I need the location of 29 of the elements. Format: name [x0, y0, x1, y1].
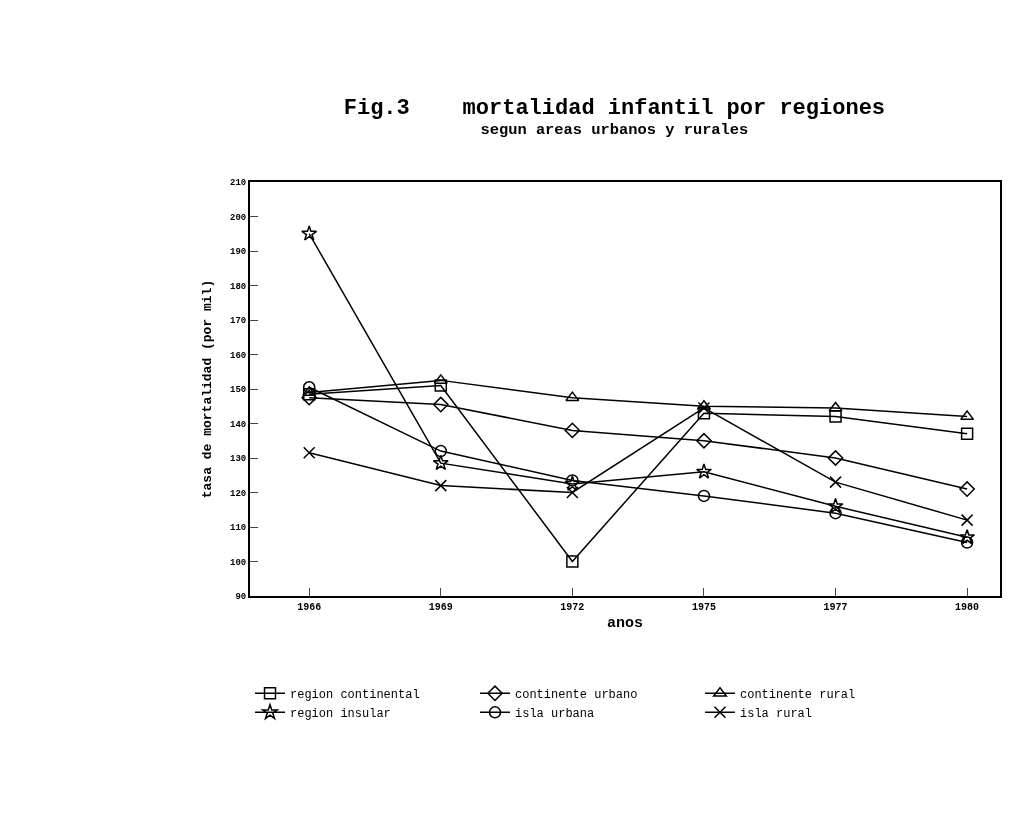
- y-tick-label: 180: [230, 281, 247, 292]
- y-axis-title: tasa de mortalidad (por mil): [200, 279, 216, 499]
- x-tick-label: 1966: [297, 602, 322, 613]
- y-tick-label: 90: [235, 592, 247, 603]
- y-tick-label: 150: [230, 385, 247, 396]
- y-tick-label: 200: [230, 212, 247, 223]
- y-tick-label: 190: [230, 247, 247, 258]
- y-tick-label: 110: [230, 523, 247, 534]
- legend-label: isla urbana: [515, 706, 595, 721]
- legend-label: continente rural: [740, 687, 856, 702]
- x-tick-label: 1975: [691, 602, 716, 613]
- y-tick-label: 160: [230, 350, 247, 361]
- y-tick-label: 100: [230, 557, 247, 568]
- x-tick-label: 1972: [560, 602, 585, 613]
- chart-subtitle: segun areas urbanos y rurales: [480, 120, 749, 139]
- y-tick-label: 170: [230, 316, 247, 327]
- y-tick-label: 140: [230, 419, 247, 430]
- x-tick-label: 1977: [823, 602, 848, 613]
- chart-title: Fig.3 mortalidad infantil por regiones: [343, 96, 886, 122]
- legend-label: region continental: [290, 687, 420, 702]
- legend-label: isla rural: [740, 706, 813, 721]
- y-tick-label: 130: [230, 454, 247, 465]
- legend-label: region insular: [290, 706, 391, 721]
- x-tick-label: 1980: [955, 602, 980, 613]
- y-tick-label: 120: [230, 488, 247, 499]
- x-tick-label: 1969: [428, 602, 453, 613]
- legend-label: continente urbano: [515, 687, 638, 702]
- x-axis-title: anos: [606, 614, 644, 632]
- y-tick-label: 210: [230, 178, 247, 189]
